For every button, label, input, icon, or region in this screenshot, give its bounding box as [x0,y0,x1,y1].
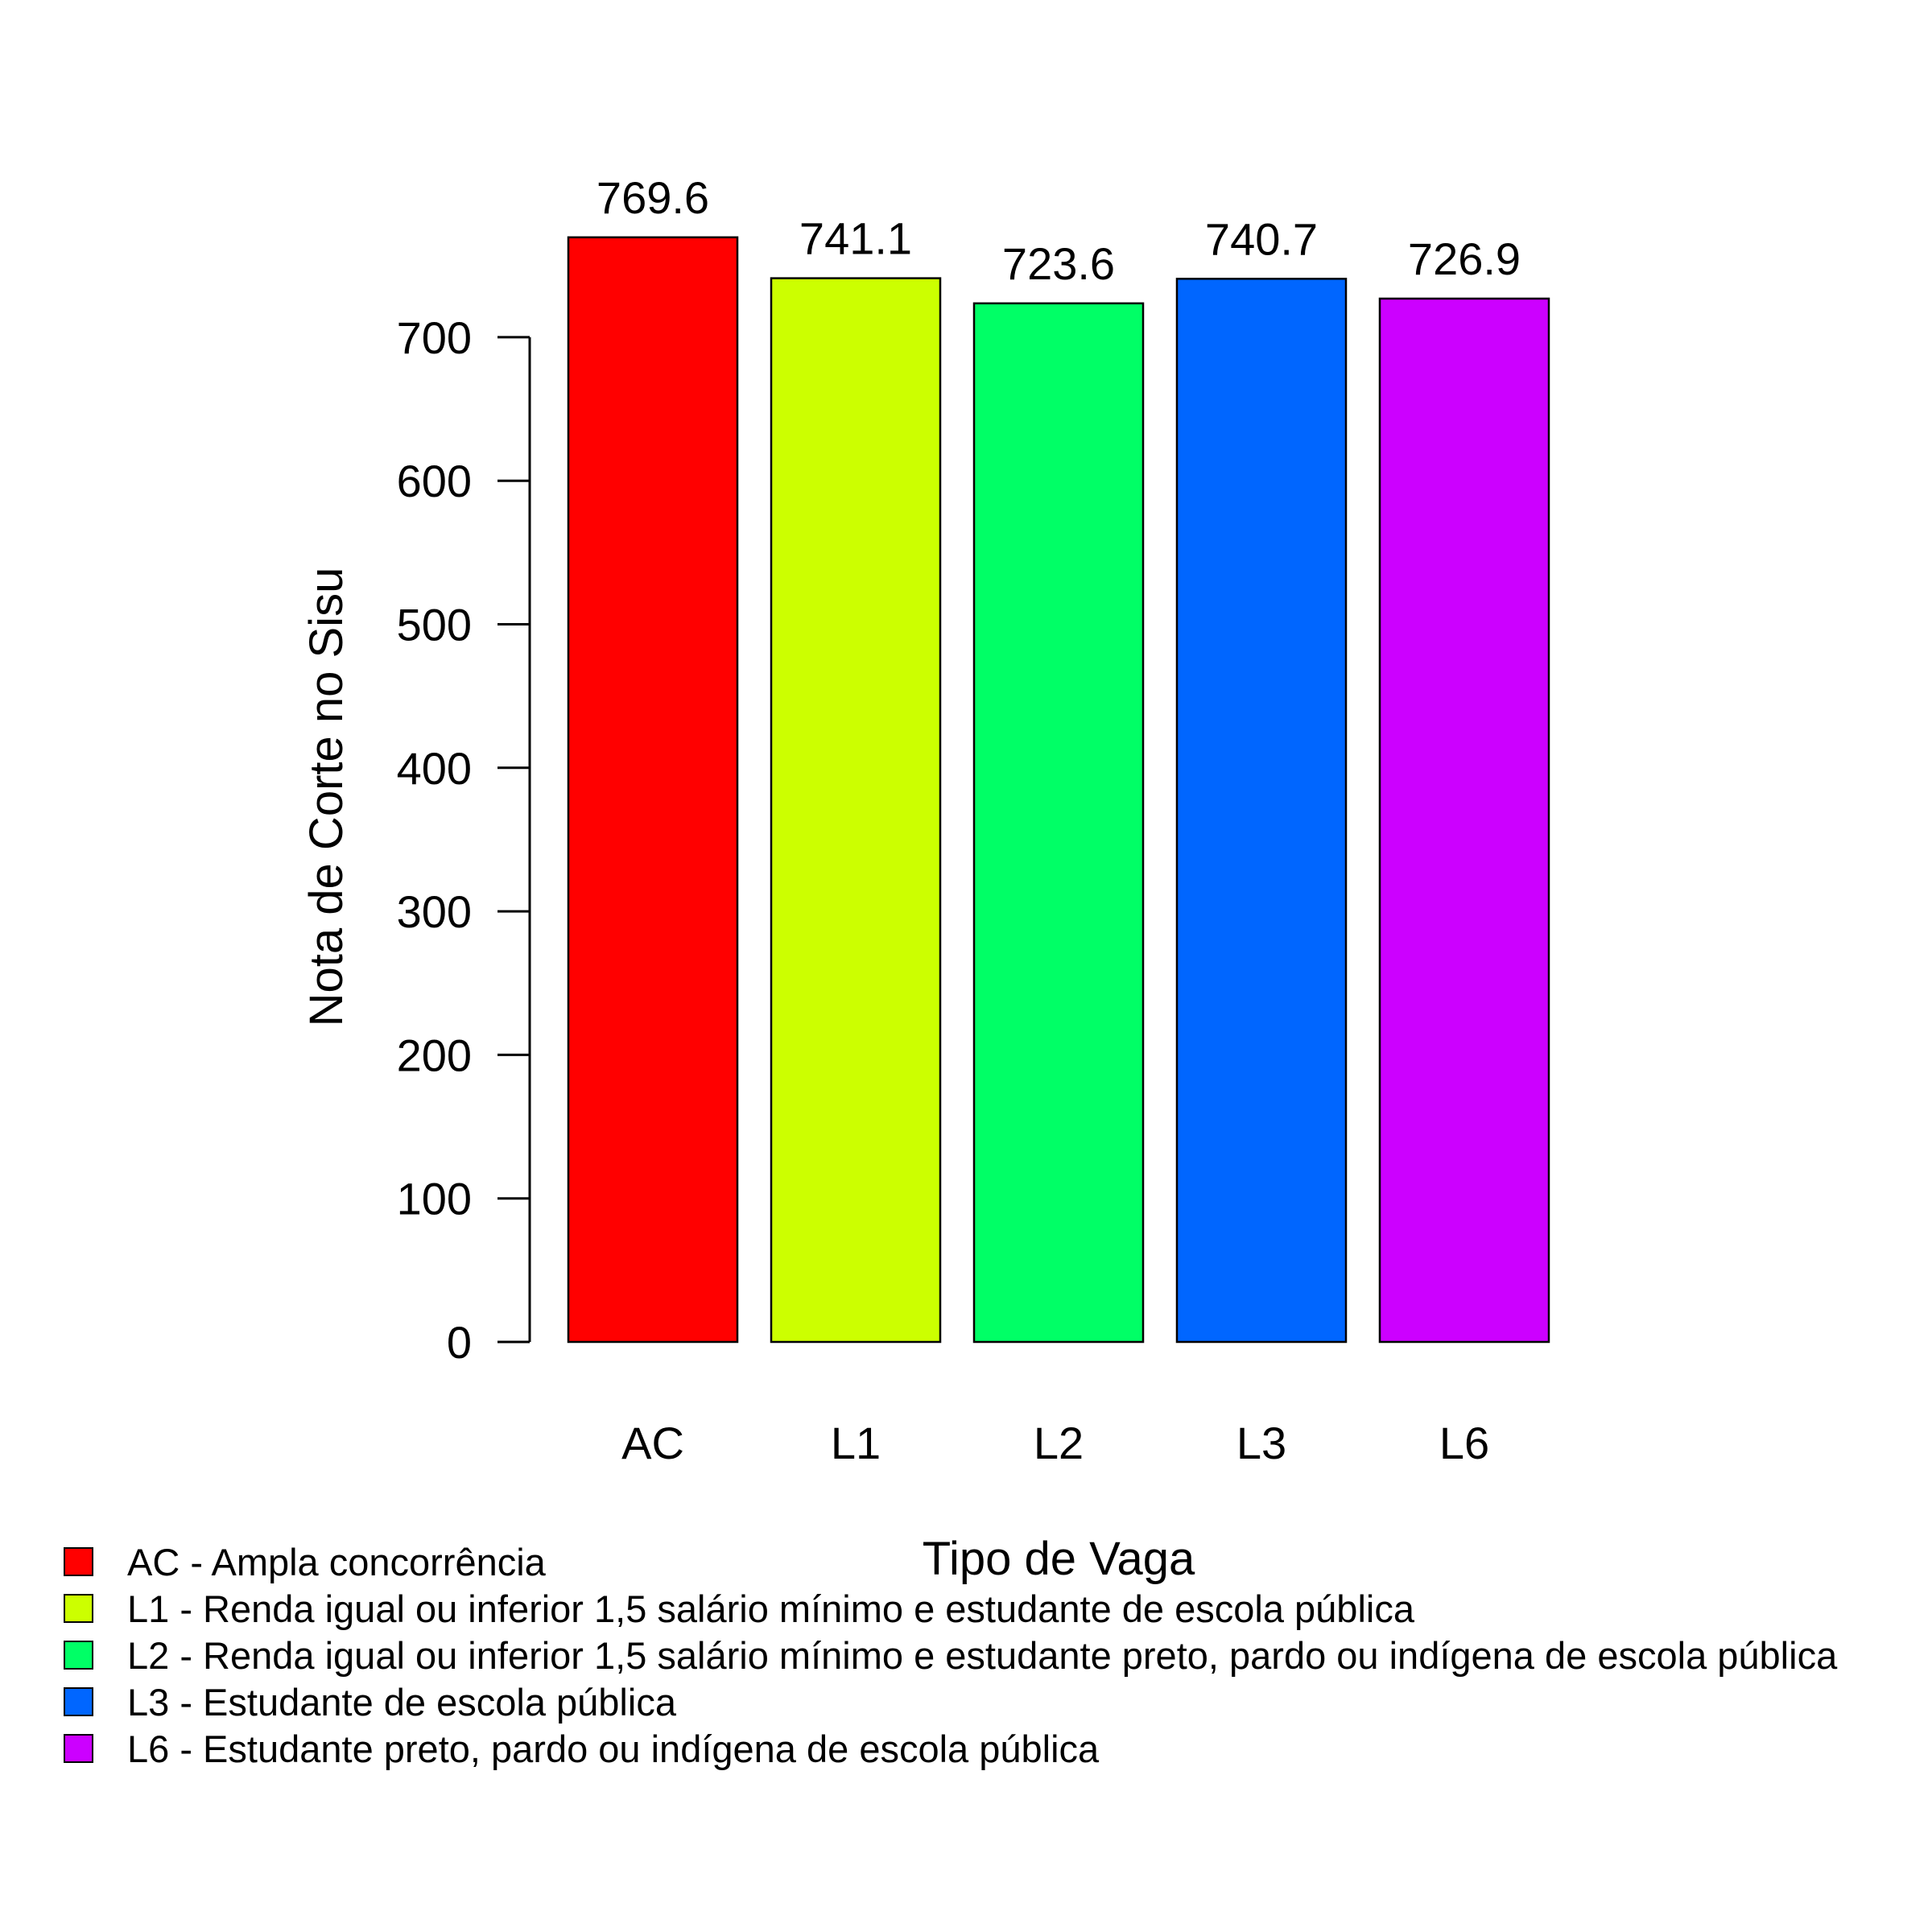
value-label-l6: 726.9 [1408,233,1521,284]
y-tick-label: 400 [397,743,472,794]
bar-l3 [1175,278,1348,1344]
legend-entry-label: L2 - Renda igual ou inferior 1,5 salário… [127,1634,1838,1677]
x-category-labels: AC L1 L2 L3 L6 [621,1418,1489,1468]
y-axis-title: Nota de Corte no Sisu [300,568,353,1027]
y-axis: 0 100 200 300 400 500 600 700 [397,312,531,1368]
legend-swatch [64,1641,93,1670]
x-category-label-l1: L1 [831,1418,881,1468]
value-label-l3: 740.7 [1205,213,1318,264]
legend-swatch [64,1734,93,1763]
legend-swatch [64,1547,93,1576]
y-tick-label: 300 [397,886,472,937]
legend-entry-label: L1 - Renda igual ou inferior 1,5 salário… [127,1587,1415,1630]
bar-l6 [1378,297,1550,1344]
value-labels: 769.6 741.1 723.6 740.7 726.9 [597,172,1521,289]
value-label-l2: 723.6 [1002,238,1115,289]
x-category-label-l2: L2 [1034,1418,1084,1468]
bar-ac [567,236,739,1344]
x-category-label-l6: L6 [1439,1418,1489,1468]
x-category-label-ac: AC [621,1418,684,1468]
legend-entry-label: AC - Ampla concorrência [127,1541,547,1583]
bar-series [567,236,1550,1344]
x-category-label-l3: L3 [1236,1418,1286,1468]
y-tick-label: 0 [447,1317,472,1368]
y-tick-label: 200 [397,1030,472,1080]
x-axis-title: Tipo de Vaga [923,1533,1195,1585]
legend-entry-label: L6 - Estudante preto, pardo ou indígena … [127,1728,1100,1770]
y-tick-label: 100 [397,1174,472,1224]
legend-swatch [64,1687,93,1716]
y-tick-label: 500 [397,600,472,650]
y-tick-label: 700 [397,312,472,363]
value-label-ac: 769.6 [597,172,709,223]
legend-entry-label: L3 - Estudante de escola pública [127,1681,677,1724]
legend-swatch [64,1594,93,1623]
value-label-l1: 741.1 [799,213,912,264]
bar-l2 [972,302,1145,1344]
y-tick-label: 600 [397,456,472,506]
bar-l1 [770,277,942,1344]
